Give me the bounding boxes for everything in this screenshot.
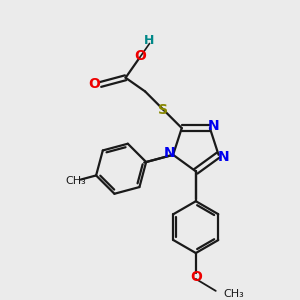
Text: CH₃: CH₃ [65, 176, 86, 186]
Text: O: O [190, 270, 202, 284]
Text: N: N [218, 150, 230, 164]
Text: N: N [163, 146, 175, 160]
Text: S: S [158, 103, 169, 117]
Text: N: N [208, 119, 220, 133]
Text: O: O [88, 77, 101, 92]
Text: CH₃: CH₃ [224, 289, 244, 299]
Text: O: O [134, 49, 146, 63]
Text: H: H [144, 34, 155, 47]
